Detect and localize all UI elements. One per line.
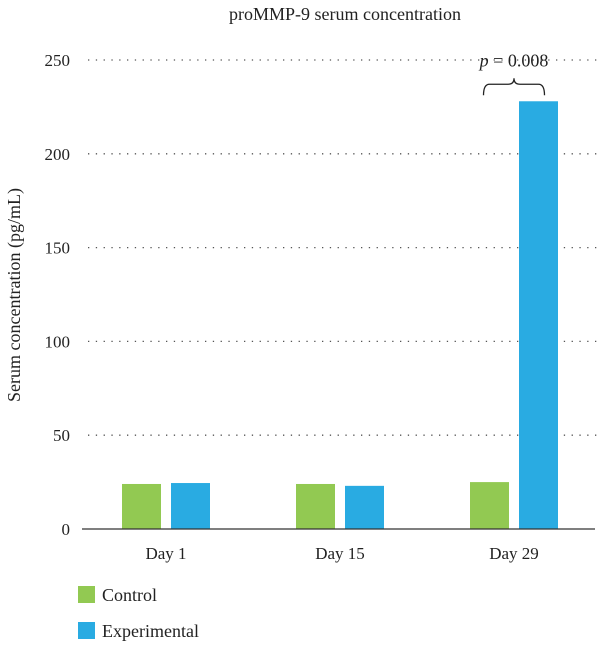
y-axis-label: Serum concentration (pg/mL) [4,188,25,402]
y-tick-label: 0 [62,520,71,539]
x-axis-ticks: Day 1 Day 15 Day 29 [145,544,538,563]
x-tick-label: Day 1 [145,544,186,563]
bar-experimental-3 [519,101,558,529]
legend: Control Experimental [78,585,199,641]
legend-swatch-control [78,586,95,603]
y-tick-label: 250 [45,51,71,70]
significance-bracket [482,78,546,96]
y-tick-label: 100 [45,332,71,351]
bar-control-1 [122,483,161,529]
y-axis-ticks: 0 50 100 150 200 250 [45,51,71,539]
x-tick-label: Day 15 [315,544,365,563]
x-tick-label: Day 29 [489,544,539,563]
chart-title: proMMP-9 serum concentration [229,4,461,24]
y-tick-label: 150 [45,239,71,258]
y-tick-label: 50 [53,426,70,445]
legend-swatch-experimental [78,622,95,639]
bar-experimental-2 [345,485,384,529]
p-value-label: p = 0.008 [478,50,549,70]
p-value: = 0.008 [489,50,549,70]
legend-label-experimental: Experimental [102,621,199,641]
legend-label-control: Control [102,585,157,605]
bar-control-3 [470,482,509,529]
significance-annotation: p = 0.008 [478,50,549,96]
bar-control-2 [296,483,335,529]
p-symbol: p [478,50,489,70]
bar-experimental-1 [171,483,210,529]
y-tick-label: 200 [45,145,71,164]
bars [122,101,558,529]
